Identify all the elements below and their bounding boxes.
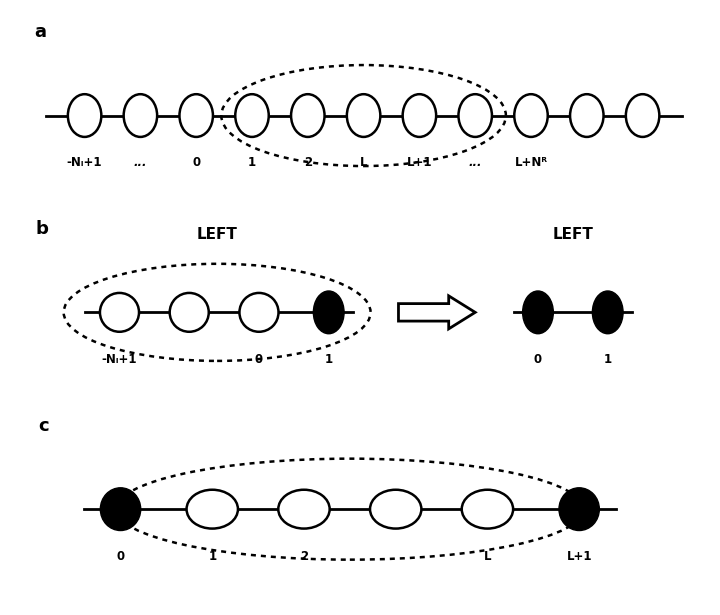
- Ellipse shape: [100, 293, 139, 331]
- Text: 0: 0: [117, 550, 125, 563]
- Ellipse shape: [559, 488, 599, 531]
- Ellipse shape: [235, 94, 269, 137]
- Ellipse shape: [570, 94, 603, 137]
- Text: L+Nᴿ: L+Nᴿ: [515, 156, 547, 169]
- Ellipse shape: [514, 94, 548, 137]
- Text: LEFT: LEFT: [552, 228, 593, 242]
- Text: -Nₗ+1: -Nₗ+1: [102, 353, 138, 366]
- Text: 2: 2: [304, 156, 312, 169]
- Ellipse shape: [170, 293, 209, 331]
- Text: 1: 1: [603, 353, 612, 366]
- FancyArrow shape: [398, 296, 475, 329]
- Ellipse shape: [626, 94, 660, 137]
- Text: 0: 0: [192, 156, 200, 169]
- Ellipse shape: [240, 293, 279, 331]
- Ellipse shape: [462, 490, 513, 528]
- Ellipse shape: [370, 490, 421, 528]
- Ellipse shape: [347, 94, 380, 137]
- Text: 1: 1: [325, 353, 333, 366]
- Ellipse shape: [124, 94, 157, 137]
- Text: L+1: L+1: [567, 550, 592, 563]
- Ellipse shape: [313, 291, 344, 334]
- Text: L: L: [360, 156, 367, 169]
- Text: ...: ...: [469, 156, 482, 169]
- Text: 2: 2: [300, 550, 308, 563]
- Text: ...: ...: [134, 156, 147, 169]
- Ellipse shape: [279, 490, 330, 528]
- Text: L: L: [484, 550, 491, 563]
- Text: 0: 0: [534, 353, 542, 366]
- Ellipse shape: [459, 94, 492, 137]
- Text: 1: 1: [208, 550, 216, 563]
- Ellipse shape: [593, 291, 623, 334]
- Text: a: a: [35, 23, 46, 41]
- Ellipse shape: [68, 94, 102, 137]
- Ellipse shape: [291, 94, 325, 137]
- Text: b: b: [36, 220, 49, 238]
- Text: -Nₗ+1: -Nₗ+1: [67, 156, 102, 169]
- Text: L+1: L+1: [407, 156, 432, 169]
- Ellipse shape: [186, 490, 238, 528]
- Text: 0: 0: [255, 353, 263, 366]
- Text: LEFT: LEFT: [197, 228, 238, 242]
- Text: c: c: [38, 417, 48, 435]
- Ellipse shape: [100, 488, 140, 531]
- Ellipse shape: [402, 94, 436, 137]
- Text: 1: 1: [248, 156, 256, 169]
- Ellipse shape: [179, 94, 213, 137]
- Ellipse shape: [523, 291, 554, 334]
